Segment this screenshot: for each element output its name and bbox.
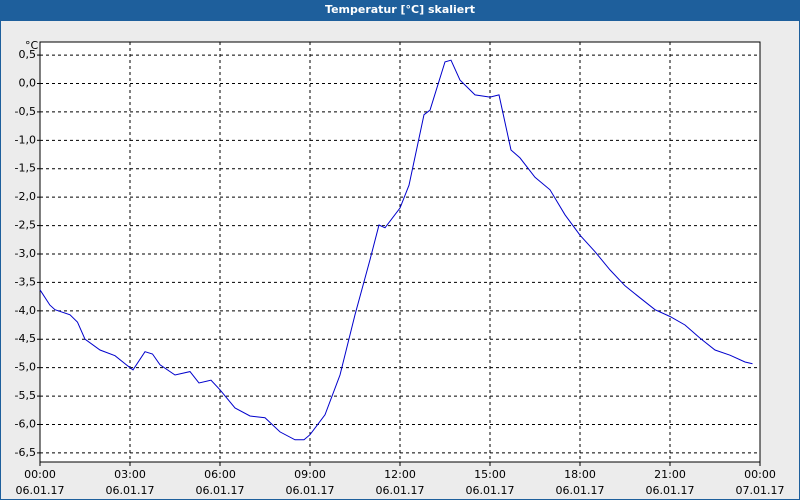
x-tick-label: 06.01.17 bbox=[556, 484, 605, 497]
x-tick-label: 09:00 bbox=[294, 468, 326, 481]
x-tick-label: 06.01.17 bbox=[16, 484, 65, 497]
chart-title: Temperatur [°C] skaliert bbox=[325, 3, 475, 16]
x-tick-label: 06.01.17 bbox=[196, 484, 245, 497]
x-tick-label: 07.01.17 bbox=[736, 484, 785, 497]
y-tick-label: -3,0 bbox=[15, 247, 36, 260]
x-tick-label: 00:00 bbox=[744, 468, 776, 481]
x-tick-label: 21:00 bbox=[654, 468, 686, 481]
y-tick-label: 0,5 bbox=[19, 48, 37, 61]
y-tick-label: -6,0 bbox=[15, 417, 36, 430]
y-tick-label: -2,5 bbox=[15, 219, 36, 232]
x-tick-label: 03:00 bbox=[114, 468, 146, 481]
y-tick-label: -5,5 bbox=[15, 389, 36, 402]
y-tick-label: -3,5 bbox=[15, 275, 36, 288]
y-tick-label: -2,0 bbox=[15, 190, 36, 203]
x-tick-label: 18:00 bbox=[564, 468, 596, 481]
x-tick-label: 06.01.17 bbox=[646, 484, 695, 497]
y-tick-label: -1,5 bbox=[15, 162, 36, 175]
y-tick-label: -4,5 bbox=[15, 332, 36, 345]
x-tick-label: 12:00 bbox=[384, 468, 416, 481]
x-tick-label: 15:00 bbox=[474, 468, 506, 481]
y-tick-label: -6,5 bbox=[15, 446, 36, 459]
x-tick-label: 06.01.17 bbox=[466, 484, 515, 497]
y-tick-label: -4,0 bbox=[15, 304, 36, 317]
line-series bbox=[39, 59, 753, 441]
y-tick-label: -0,5 bbox=[15, 105, 36, 118]
x-tick-label: 06:00 bbox=[204, 468, 236, 481]
y-tick-label: -1,0 bbox=[15, 133, 36, 146]
title-bar bbox=[0, 0, 800, 20]
x-tick-label: 06.01.17 bbox=[286, 484, 335, 497]
y-tick-label: -5,0 bbox=[15, 361, 36, 374]
y-unit: °C bbox=[25, 39, 39, 52]
x-tick-label: 00:00 bbox=[24, 468, 56, 481]
x-tick-label: 06.01.17 bbox=[106, 484, 155, 497]
x-tick-label: 06.01.17 bbox=[376, 484, 425, 497]
y-tick-label: 0,0 bbox=[19, 76, 37, 89]
